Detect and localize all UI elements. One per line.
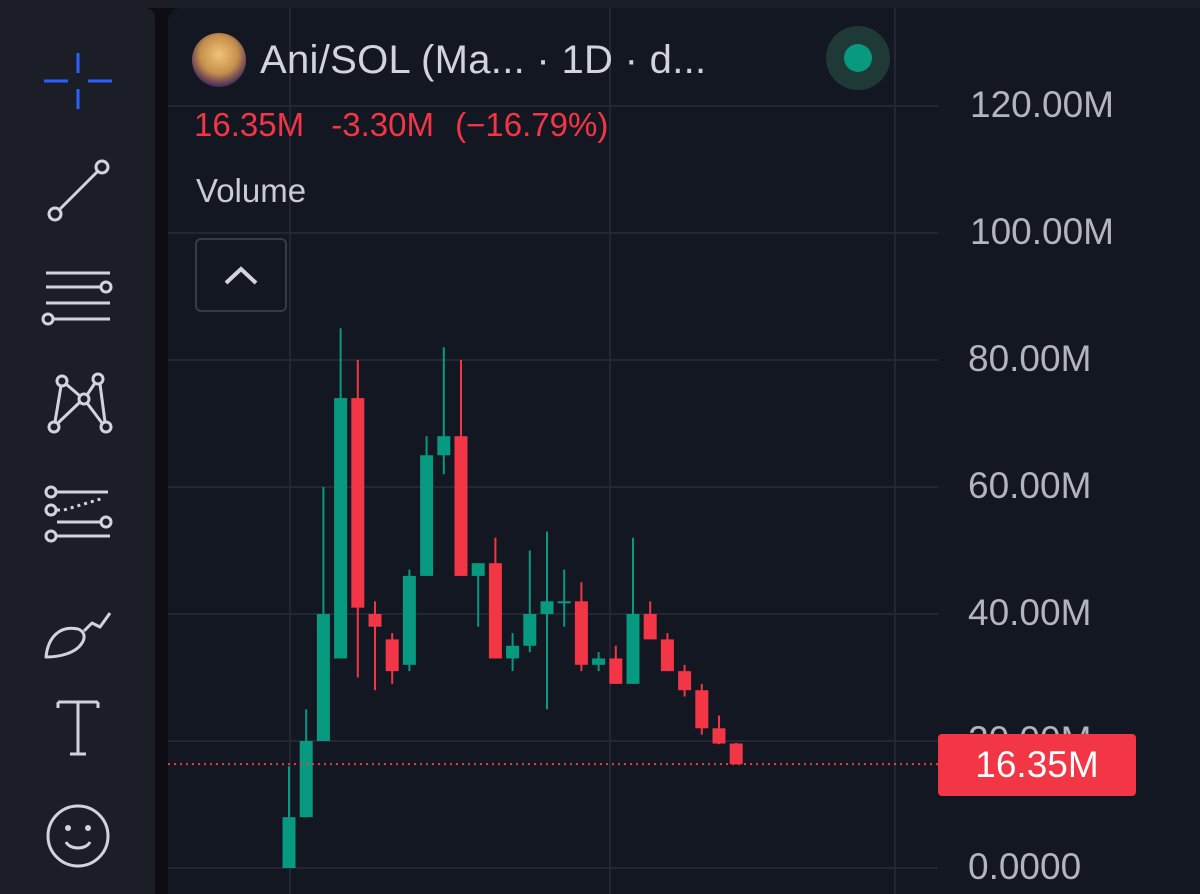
pattern-tool[interactable]	[38, 365, 118, 445]
candle	[454, 360, 468, 576]
trend-line-tool[interactable]	[38, 153, 118, 233]
text-tool-icon	[56, 700, 100, 756]
candle	[506, 633, 520, 672]
candle-body	[368, 614, 382, 627]
candle-body	[420, 455, 434, 576]
candle	[643, 601, 657, 640]
emoji-icon	[46, 804, 110, 868]
horizontal-lines-icon	[41, 271, 113, 326]
candle-body	[660, 639, 674, 672]
trend-line-icon	[47, 159, 110, 222]
last-price-tag: 16.35M	[938, 734, 1136, 796]
candle-body	[282, 817, 296, 868]
candle-body	[506, 645, 520, 659]
status-dot-icon	[844, 44, 872, 72]
candle-body	[557, 601, 571, 604]
change-percent: (−16.79%)	[455, 106, 609, 143]
market-status-indicator[interactable]	[826, 26, 890, 90]
candle-body	[626, 614, 640, 684]
last-value: 16.35M	[194, 106, 305, 143]
candle-body	[643, 614, 657, 640]
candle	[660, 633, 674, 672]
candle-body	[351, 398, 365, 608]
pane-label: Volume	[196, 172, 307, 209]
candle-body	[729, 743, 743, 765]
candle	[368, 601, 382, 691]
candle	[574, 582, 588, 672]
candle-body	[299, 741, 313, 818]
text-tool[interactable]	[38, 688, 118, 768]
candle-body	[385, 639, 399, 672]
candle	[557, 569, 571, 627]
candle-body	[678, 671, 692, 691]
candle-body	[523, 614, 537, 646]
emoji-tool[interactable]	[38, 796, 118, 876]
candle-body	[454, 436, 468, 576]
candle	[437, 347, 451, 475]
candle	[678, 664, 692, 697]
candle	[471, 563, 485, 627]
candle	[592, 652, 606, 672]
prediction-icon	[44, 485, 113, 543]
candle-body	[334, 398, 348, 659]
candle-body	[402, 575, 416, 665]
candle	[282, 766, 296, 868]
brush-tool[interactable]	[38, 591, 118, 671]
candle	[626, 537, 640, 684]
price-scale-label: 120.00M	[970, 84, 1114, 125]
candle	[334, 328, 348, 659]
candle	[523, 550, 537, 653]
price-scale-label: 0.0000	[968, 846, 1082, 887]
candle-series	[282, 328, 743, 868]
candle	[712, 715, 726, 745]
price-scale-label: 100.00M	[970, 211, 1114, 252]
candle-body	[540, 601, 554, 614]
brush-icon	[44, 612, 112, 659]
candle-body	[488, 563, 502, 659]
candle	[540, 531, 554, 710]
prediction-tool[interactable]	[38, 478, 118, 558]
candle	[420, 436, 434, 576]
horizontal-lines-tool[interactable]	[38, 261, 118, 341]
ohlc-values: 16.35M -3.30M (−16.79%)	[194, 106, 626, 144]
chevron-up-icon	[224, 266, 258, 285]
change-value: -3.30M	[331, 106, 434, 143]
candle-body	[316, 614, 330, 741]
price-scale-label: 40.00M	[968, 592, 1092, 633]
token-avatar	[192, 33, 246, 87]
candle	[402, 569, 416, 672]
candle-body	[574, 601, 588, 665]
candle	[609, 645, 623, 684]
candle-body	[695, 690, 709, 729]
candle	[385, 633, 399, 684]
candle	[695, 683, 709, 735]
candle	[351, 360, 365, 678]
candle	[488, 537, 502, 659]
candle-body	[712, 728, 726, 744]
candle-body	[592, 658, 606, 665]
crosshair-icon	[44, 53, 112, 109]
crosshair-tool[interactable]	[38, 41, 118, 121]
candle	[316, 487, 330, 741]
pattern-icon	[47, 372, 113, 434]
candle-body	[471, 563, 485, 576]
price-scale-label: 60.00M	[968, 465, 1092, 506]
candle-body	[437, 436, 451, 456]
price-scale-label: 80.00M	[968, 338, 1092, 379]
chart-grid	[168, 8, 938, 894]
drawing-toolbar	[0, 8, 155, 894]
candle-body	[609, 658, 623, 684]
symbol-title[interactable]: Ani/SOL (Ma... · 1D · d...	[260, 37, 707, 82]
collapse-legend-button[interactable]	[195, 238, 287, 312]
candle	[729, 742, 743, 765]
symbol-header[interactable]: Ani/SOL (Ma... · 1D · d...	[192, 32, 706, 88]
window-top-strip	[0, 0, 1200, 8]
